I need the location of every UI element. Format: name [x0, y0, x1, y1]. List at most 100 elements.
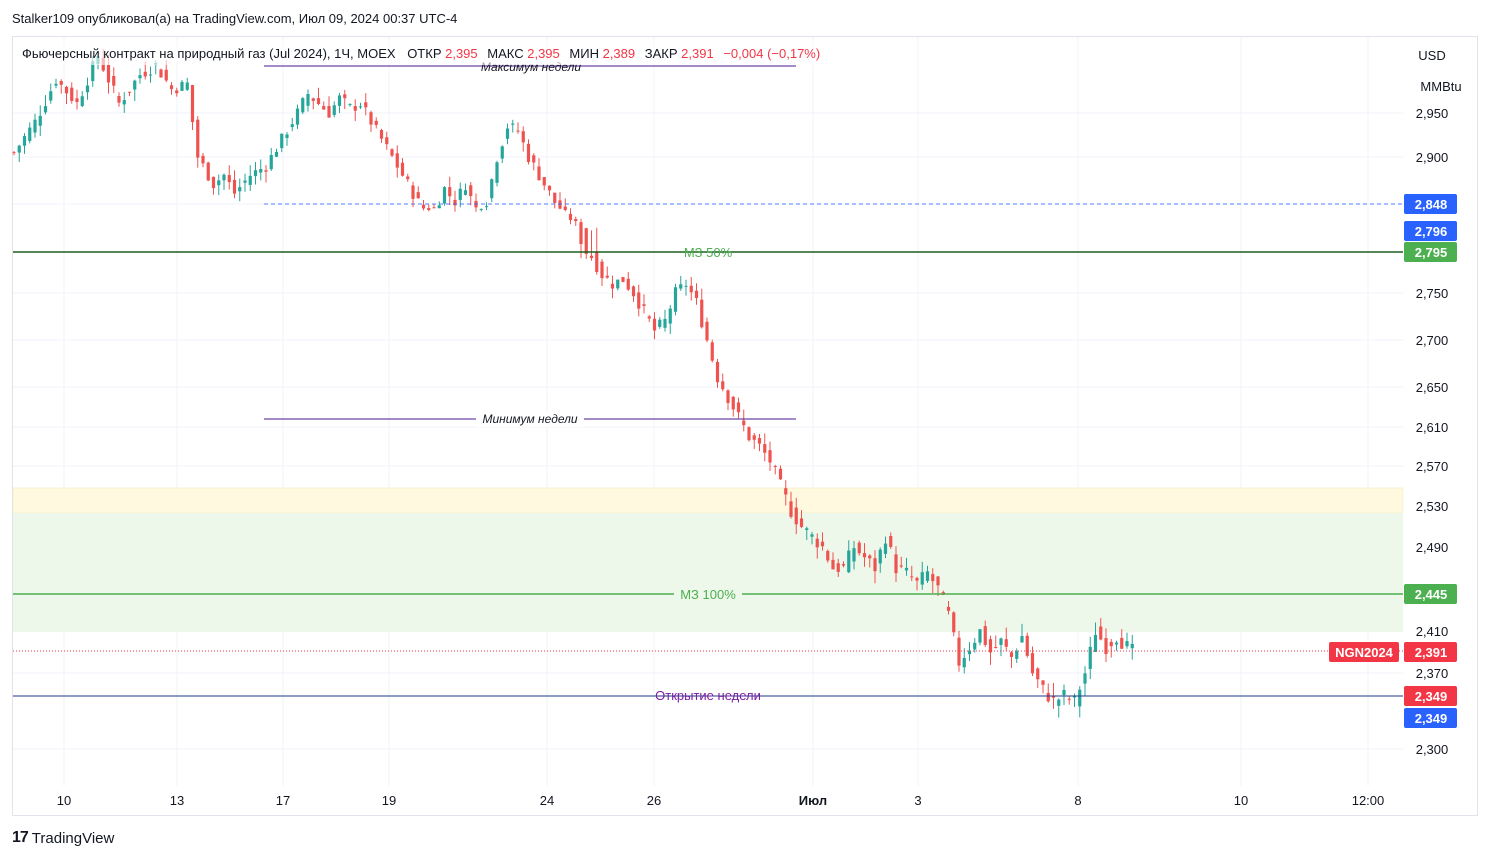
candle-body [595, 252, 599, 272]
candle-body [369, 112, 373, 125]
candle-body [280, 133, 284, 149]
x-tick-label: 3 [914, 793, 921, 808]
symbol-legend: Фьючерсный контракт на природный газ (Ju… [18, 41, 898, 65]
candle-body [448, 187, 452, 197]
price-label-2349b: 2,349 [1415, 711, 1448, 726]
candle-body [91, 61, 95, 82]
price-label-last: 2,391 [1415, 645, 1448, 660]
candle-body [862, 553, 867, 558]
candle-body [28, 127, 32, 141]
candle-body [500, 146, 504, 159]
candle-body [889, 536, 893, 547]
candle-body [658, 319, 662, 327]
candle-body [1009, 652, 1014, 657]
y-tick-label: 2,700 [1416, 333, 1449, 348]
candle-body [542, 177, 546, 186]
candle-body [537, 166, 541, 181]
y-tick-label: 2,370 [1416, 666, 1449, 681]
legend-close-label: ЗАКР [645, 46, 678, 61]
candle-body [238, 187, 242, 192]
candle-body [637, 292, 641, 309]
candle-body [689, 285, 693, 293]
candle-body [159, 69, 163, 78]
candle-body [747, 427, 751, 441]
candle-body [395, 153, 399, 168]
candle-body [33, 119, 37, 133]
candle-body [1015, 650, 1019, 659]
candle-body [1046, 692, 1050, 702]
y-tick-label: 2,570 [1416, 459, 1449, 474]
candle-body [1083, 673, 1087, 684]
week-low-label-bg [476, 411, 584, 427]
y-tick-label: 2,610 [1416, 420, 1449, 435]
chart-frame[interactable] [12, 36, 1478, 816]
footer-brand[interactable]: 17 TradingView [12, 829, 114, 847]
candle-body [805, 528, 809, 530]
candle-body [710, 342, 714, 361]
candle-body [826, 550, 830, 561]
candle-body [936, 576, 940, 586]
candle-body [54, 83, 58, 86]
candle-body [1067, 698, 1071, 700]
price-axis[interactable]: USD MMBtu 2,950 2,900 2,750 2,700 2,650 2,610… [1416, 48, 1462, 757]
candle-body [322, 106, 326, 110]
candle-body [232, 179, 237, 194]
legend-low-label: МИН [569, 46, 599, 61]
candle-body [1004, 639, 1008, 647]
candle-body [642, 304, 646, 306]
candle-body [290, 124, 294, 128]
candle-body [789, 501, 793, 517]
candle-body [122, 100, 126, 105]
price-label-2848: 2,848 [1415, 197, 1448, 212]
candle-body [201, 155, 205, 164]
candle-body [910, 576, 914, 578]
candle-body [1036, 668, 1040, 680]
candle-body [479, 209, 483, 211]
candle-body [17, 145, 21, 153]
footer-brand-text: TradingView [31, 829, 115, 847]
candle-body [1130, 643, 1134, 649]
x-tick-label: 10 [57, 793, 71, 808]
candle-body [64, 86, 69, 94]
candle-body [269, 155, 273, 170]
ticker-label-bg [1329, 642, 1399, 662]
candle-body [1057, 699, 1061, 706]
axis-unit: MMBtu [1420, 79, 1461, 94]
candle-body [1093, 634, 1098, 652]
candle-body [316, 98, 321, 104]
time-axis[interactable]: 10 13 17 19 24 26 Июл 3 8 10 12:00 [57, 793, 1385, 808]
candle-body [411, 185, 415, 199]
candle-body [1025, 635, 1029, 656]
candle-body [931, 574, 935, 582]
candle-body [983, 626, 987, 645]
candle-body [616, 279, 620, 289]
candle-body [978, 629, 982, 643]
candle-body [778, 468, 783, 480]
candle-body [379, 130, 384, 139]
price-label-2445: 2,445 [1415, 587, 1448, 602]
candle-body [12, 152, 16, 154]
candle-body [726, 390, 730, 404]
legend-high-value: 2,395 [527, 46, 560, 61]
candle-body [511, 123, 515, 125]
candle-body [301, 98, 305, 113]
candle-body [112, 75, 116, 86]
candle-body [757, 437, 762, 444]
price-label-bg-2796 [1404, 221, 1457, 241]
candle-body [148, 74, 153, 76]
x-tick-label: 24 [540, 793, 554, 808]
candle-body [673, 287, 678, 312]
candle-body [343, 94, 347, 99]
x-tick-label: 12:00 [1352, 793, 1385, 808]
candle-body [243, 180, 247, 183]
candle-body [868, 555, 872, 559]
candle-body [458, 188, 462, 200]
candle-body [894, 554, 898, 574]
candle-body [164, 69, 168, 81]
price-label-2796: 2,796 [1415, 224, 1448, 239]
candle-body [43, 106, 48, 113]
candle-body [364, 102, 368, 108]
candle-body [852, 548, 856, 562]
candle-body [700, 299, 704, 328]
